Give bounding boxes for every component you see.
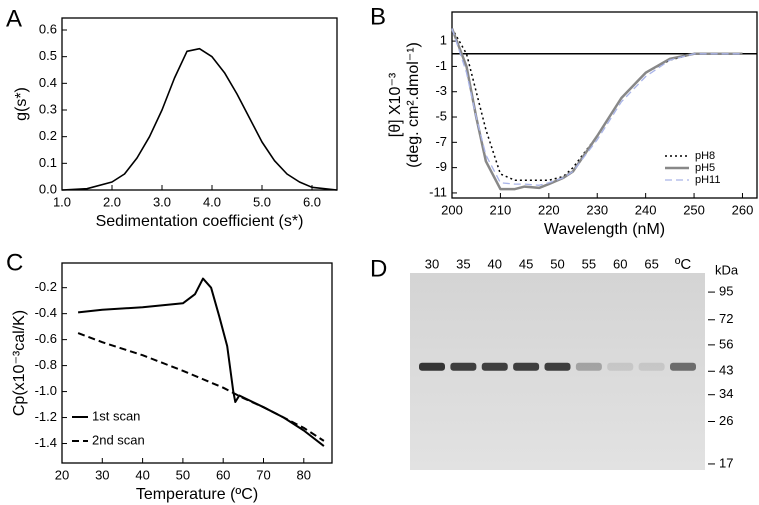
x-tick-label: 1.0	[53, 194, 71, 209]
x-tick-label: 210	[490, 202, 512, 217]
panel-label: A	[6, 5, 22, 32]
y-tick-label: -1.0	[35, 383, 57, 398]
marker-label: 43	[719, 363, 733, 378]
panel-label: C	[6, 249, 23, 276]
y-tick-label: 0.3	[39, 101, 57, 116]
marker-label: 34	[719, 386, 733, 401]
lane-label: 65	[644, 256, 658, 271]
legend-label: pH5	[695, 162, 715, 174]
band	[513, 362, 540, 371]
y-tick-label: -0.6	[35, 331, 57, 346]
x-tick-label: 2.0	[103, 194, 121, 209]
band	[544, 362, 571, 371]
y-tick-label: 0.6	[39, 21, 57, 36]
lane-label: 30	[425, 256, 439, 271]
x-tick-label: 6.0	[303, 194, 321, 209]
x-tick-label: 3.0	[153, 194, 171, 209]
x-tick-label: 200	[441, 202, 463, 217]
marker-title: kDa	[715, 262, 739, 277]
band	[575, 362, 602, 371]
y-tick-label: -3	[435, 83, 447, 98]
x-tick-label: 60	[216, 467, 230, 482]
x-tick-label: 5.0	[253, 194, 271, 209]
y-tick-label: -0.4	[35, 305, 57, 320]
y-tick-label: -11	[429, 184, 447, 199]
x-tick-label: 230	[586, 202, 608, 217]
marker-label: 72	[719, 311, 733, 326]
y-axis-label: (deg. cm².dmol⁻¹)	[405, 42, 422, 168]
legend-label: 2nd scan	[92, 432, 145, 447]
x-tick-label: 260	[732, 202, 754, 217]
y-tick-label: 0.0	[39, 181, 57, 196]
x-tick-label: 4.0	[203, 194, 221, 209]
data-line	[77, 332, 325, 442]
plot-frame	[61, 262, 333, 464]
data-line	[451, 28, 743, 186]
marker-label: 56	[719, 336, 733, 351]
panel-label: B	[370, 3, 386, 30]
band	[419, 362, 445, 371]
y-tick-label: -5	[435, 108, 447, 123]
marker-label: 95	[719, 284, 733, 299]
y-tick-label: -1	[435, 58, 447, 73]
marker-label: 17	[719, 455, 733, 470]
unit-label: ºC	[675, 256, 691, 273]
y-axis-label: Cp(x10⁻³cal/K)	[11, 310, 28, 416]
x-tick-label: 50	[176, 467, 190, 482]
y-tick-label: -0.2	[35, 279, 57, 294]
lane-label: 35	[456, 256, 470, 271]
y-tick-label: 0.5	[39, 48, 57, 63]
x-axis-label: Sedimentation coefficient (s*)	[96, 213, 304, 230]
legend-label: 1st scan	[92, 408, 140, 423]
y-tick-label: 0.4	[39, 75, 57, 90]
y-axis-label: [θ] X10⁻³	[387, 72, 404, 137]
x-tick-label: 80	[297, 467, 311, 482]
x-tick-label: 20	[55, 467, 69, 482]
band	[670, 362, 696, 371]
lane-label: 40	[488, 256, 502, 271]
y-tick-label: -1.4	[35, 435, 57, 450]
x-tick-label: 220	[538, 202, 560, 217]
x-axis-label: Wavelength (nM)	[544, 221, 665, 238]
band	[607, 362, 634, 371]
y-tick-label: -7	[435, 134, 447, 149]
legend-label: pH8	[695, 150, 715, 162]
data-line	[61, 47, 338, 191]
band	[481, 362, 508, 371]
panel-label: D	[370, 255, 387, 282]
data-line	[451, 28, 743, 182]
y-axis-label: g(s*)	[13, 87, 30, 121]
band	[450, 362, 477, 371]
x-tick-label: 30	[95, 467, 109, 482]
y-tick-label: -1.2	[35, 409, 57, 424]
band	[638, 362, 665, 371]
y-tick-label: 1	[440, 33, 447, 48]
gel	[410, 273, 705, 470]
y-tick-label: -9	[435, 159, 447, 174]
y-tick-label: -0.8	[35, 357, 57, 372]
y-tick-label: 0.2	[39, 128, 57, 143]
x-tick-label: 70	[256, 467, 270, 482]
marker-label: 26	[719, 413, 733, 428]
lane-label: 60	[613, 256, 627, 271]
y-tick-label: 0.1	[39, 155, 57, 170]
data-line	[450, 27, 743, 191]
plot-frame	[451, 11, 758, 199]
lane-label: 55	[582, 256, 596, 271]
legend-label: pH11	[695, 174, 720, 186]
x-tick-label: 250	[683, 202, 705, 217]
lane-label: 50	[550, 256, 564, 271]
x-tick-label: 240	[635, 202, 657, 217]
x-axis-label: Temperature (ºC)	[136, 486, 258, 503]
x-tick-label: 40	[135, 467, 149, 482]
plot-frame	[61, 17, 338, 191]
lane-label: 45	[519, 256, 533, 271]
